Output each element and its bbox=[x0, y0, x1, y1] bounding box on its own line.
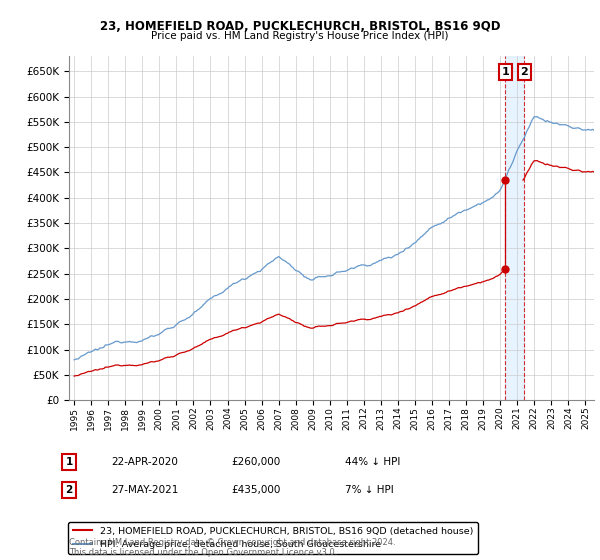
Text: 22-APR-2020: 22-APR-2020 bbox=[111, 457, 178, 467]
Text: 44% ↓ HPI: 44% ↓ HPI bbox=[345, 457, 400, 467]
Text: 7% ↓ HPI: 7% ↓ HPI bbox=[345, 485, 394, 495]
Text: 2: 2 bbox=[65, 485, 73, 495]
Text: 1: 1 bbox=[65, 457, 73, 467]
Text: 1: 1 bbox=[502, 67, 509, 77]
Bar bbox=[505, 56, 524, 400]
Legend: 23, HOMEFIELD ROAD, PUCKLECHURCH, BRISTOL, BS16 9QD (detached house), HPI: Avera: 23, HOMEFIELD ROAD, PUCKLECHURCH, BRISTO… bbox=[68, 522, 478, 554]
Text: Contains HM Land Registry data © Crown copyright and database right 2024.
This d: Contains HM Land Registry data © Crown c… bbox=[69, 538, 395, 557]
Text: 23, HOMEFIELD ROAD, PUCKLECHURCH, BRISTOL, BS16 9QD: 23, HOMEFIELD ROAD, PUCKLECHURCH, BRISTO… bbox=[100, 20, 500, 32]
Text: 27-MAY-2021: 27-MAY-2021 bbox=[111, 485, 178, 495]
Text: £260,000: £260,000 bbox=[231, 457, 280, 467]
Text: Price paid vs. HM Land Registry's House Price Index (HPI): Price paid vs. HM Land Registry's House … bbox=[151, 31, 449, 41]
Text: £435,000: £435,000 bbox=[231, 485, 280, 495]
Text: 2: 2 bbox=[520, 67, 528, 77]
